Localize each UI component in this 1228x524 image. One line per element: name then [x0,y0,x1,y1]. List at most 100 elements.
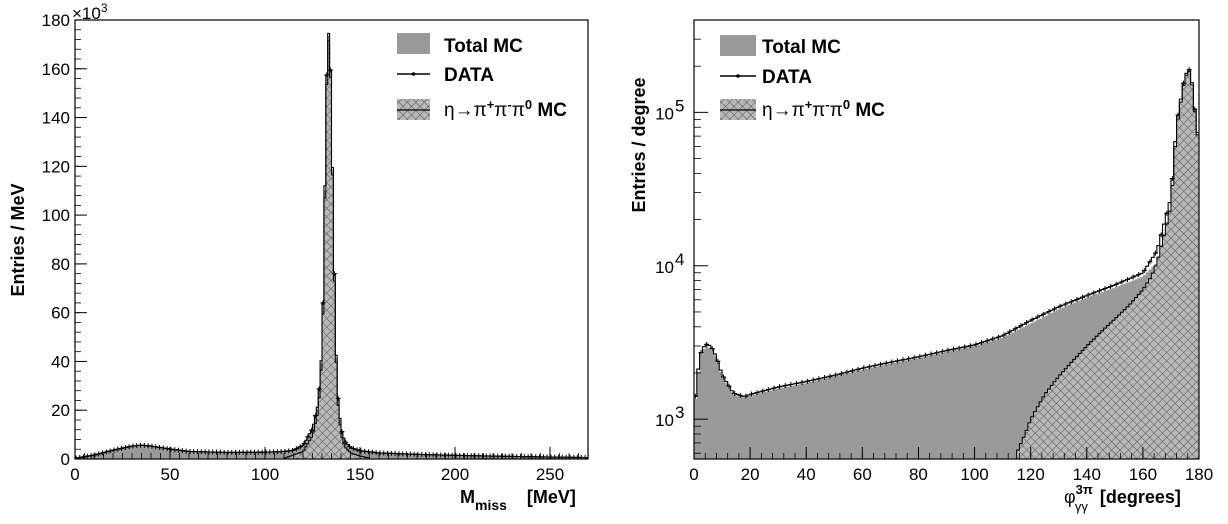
right-data-point [1091,290,1097,296]
right-x-tick-label: 120 [1016,465,1044,484]
right-data-point [1040,311,1046,317]
right-data-point [1057,303,1063,309]
right-data-point [1063,301,1069,307]
left-legend-data-marker [411,72,416,76]
left-y-tick-label: 80 [51,255,70,274]
left-x-tick-label: 250 [536,465,564,484]
right-data-point [951,346,957,352]
left-data-point [84,453,90,459]
right-data-point [894,358,900,364]
left-x-tick-label: 0 [70,465,79,484]
right-data-point [1029,317,1035,323]
right-data-point [1068,299,1074,305]
right-data-point [765,387,771,393]
left-data-point [96,451,102,457]
right-data-point [872,363,878,369]
left-y-tick-label: 100 [42,206,70,225]
left-data-point [324,72,330,78]
left-legend: Total MC DATA η→π+π-π0 MC [397,33,567,121]
left-panel: 0 50 100 150 200 250 0 20 40 60 80 100 120 140 160 180… [8,1,589,513]
right-x-tick-label: 80 [909,465,928,484]
left-y-tick-label: 20 [51,401,70,420]
right-data-point [715,358,721,364]
left-y-tick-label: 140 [42,109,70,128]
right-data-point [1175,112,1181,118]
left-legend-data-label: DATA [444,65,494,86]
left-data-point [331,271,337,277]
right-data-point [984,338,990,344]
right-data-point [1085,292,1091,298]
right-data-point [821,375,827,381]
right-data-point [1186,67,1192,73]
right-data-point [1035,314,1041,320]
right-y-tick-label: 10 [655,411,674,430]
left-x-tick-label: 150 [346,465,374,484]
right-data-point [962,344,968,350]
right-legend-data-marker [736,74,740,78]
right-data-point [1096,288,1102,294]
right-data-point [704,341,710,347]
left-data-point [153,444,159,450]
right-data-point [967,343,973,349]
right-data-point [771,385,777,391]
left-data-point [160,445,166,451]
right-x-tick-label: 40 [797,465,816,484]
right-data-point [838,371,844,377]
right-x-axis-title: φ3π γγ [degrees] [1064,482,1181,514]
left-x-tick-label: 100 [251,465,279,484]
right-data-point [1147,259,1153,265]
right-data-point [1108,284,1114,290]
right-data-point [760,388,766,394]
left-y-tick-label: 120 [42,157,70,176]
left-data-point [157,444,163,450]
left-data-point [149,443,155,449]
left-data-point [122,445,128,451]
right-x-tick-label: 60 [853,465,872,484]
right-data-point [1164,210,1170,216]
right-data-point [922,352,928,358]
right-data-point [737,392,743,398]
left-y-tick-label: 40 [51,352,70,371]
right-data-point [799,379,805,385]
right-data-point [861,365,867,371]
left-exponent-label: ×103 [72,1,108,23]
right-data-point [1158,232,1164,238]
right-legend-total-label: Total MC [762,37,841,58]
left-data-point [100,450,106,456]
right-data-point [788,382,794,388]
right-data-point [709,346,715,352]
right-data-point [1046,309,1052,315]
left-y-ticks: 0 20 40 60 80 100 120 140 160 180 [42,11,87,469]
left-data-point [126,444,132,450]
left-y-tick-label: 160 [42,60,70,79]
left-data-point [297,444,303,450]
right-data-point [732,391,738,397]
left-y-tick-label: 0 [61,450,70,469]
right-data-point [694,393,698,399]
right-data-point [827,373,833,379]
right-data-point [1119,279,1125,285]
right-data-point [889,359,895,365]
right-data-point [726,383,732,389]
right-y-tick-label: 10 [655,258,674,277]
left-data-point [320,300,326,306]
right-plot-area [694,67,1199,459]
right-y-tick-exponent: 3 [675,403,684,422]
right-data-point [911,355,917,361]
left-data-point [347,443,353,449]
right-data-point [990,336,996,342]
left-data-point [164,446,170,452]
right-data-point [833,372,839,378]
right-x-tick-label: 160 [1129,465,1157,484]
left-data-point [75,455,79,459]
right-data-point [1192,106,1198,112]
right-data-point [945,347,951,353]
right-data-point [1169,176,1175,182]
right-data-point [878,361,884,367]
right-y-tick-exponent: 5 [675,96,684,115]
left-data-point [305,434,311,440]
right-data-point [995,334,1001,340]
